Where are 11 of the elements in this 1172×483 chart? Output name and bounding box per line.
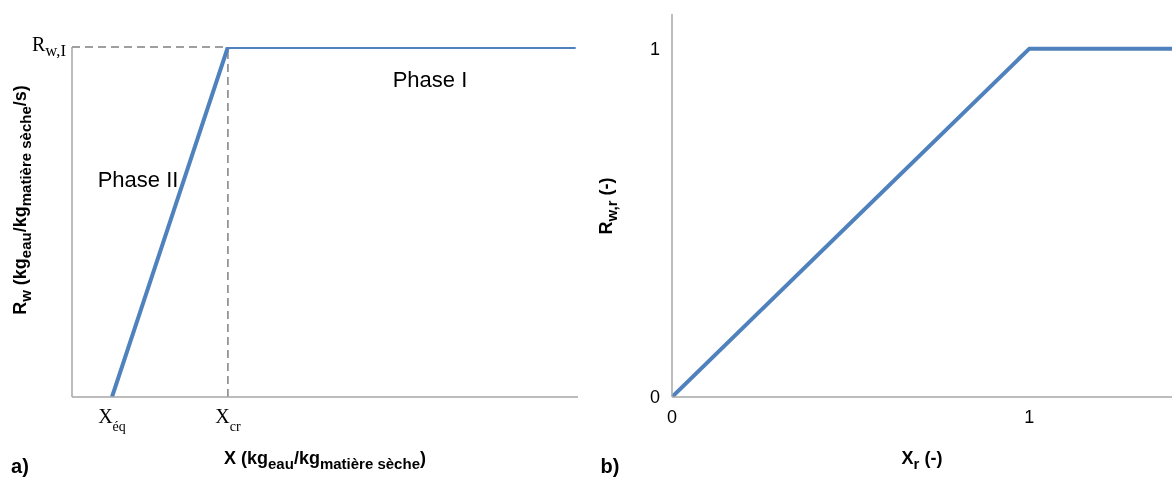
text: R$_{w,I}$	[31, 33, 66, 61]
x-tick-label: 1	[1024, 407, 1035, 427]
text: a)	[11, 454, 29, 478]
annotation: Phase II	[97, 167, 179, 193]
x-tick-label: X$_{cr}$	[215, 405, 241, 434]
x-axis-title: X$_{r}$ (-)	[901, 448, 943, 472]
annotation: Phase I	[392, 67, 468, 93]
x-tick-label: X$_{éq}$	[98, 405, 126, 434]
x-axis-title: X (kg$_{eau}$/kg$_{matière sèche}$)	[224, 448, 426, 472]
text: b)	[600, 454, 620, 478]
x-tick-label: 0	[666, 407, 678, 427]
